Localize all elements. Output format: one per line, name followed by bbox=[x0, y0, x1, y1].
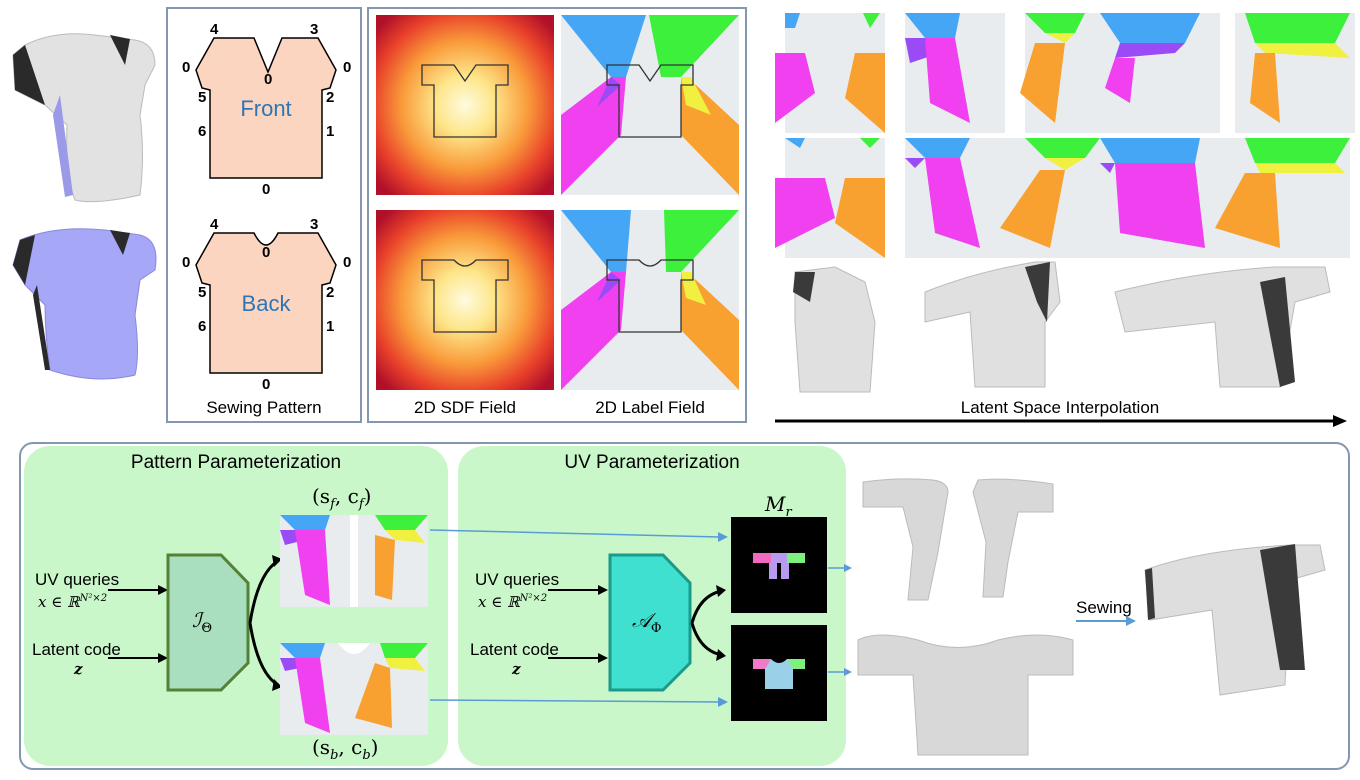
uv-queries-label-2: UV queries bbox=[475, 570, 560, 589]
svg-text:3: 3 bbox=[310, 21, 318, 38]
blue-arrows-to-mr bbox=[429, 529, 728, 707]
fields-panel bbox=[367, 7, 747, 423]
uv-queries-label-1: UV queries bbox=[35, 570, 120, 589]
label-field-front bbox=[561, 15, 739, 195]
uv-map-front bbox=[731, 517, 827, 613]
svg-text:2: 2 bbox=[326, 284, 334, 301]
interp-row-2 bbox=[775, 138, 1350, 258]
svg-text:5: 5 bbox=[198, 284, 206, 301]
latent-math-2: z bbox=[512, 660, 521, 678]
uv-network-label: 𝒜Φ bbox=[632, 608, 662, 636]
latent-code-label-1: Latent code bbox=[32, 640, 121, 659]
pattern-network-label: ℐΘ bbox=[192, 608, 213, 636]
sewing-pattern-caption: Sewing Pattern bbox=[206, 398, 322, 417]
sewing-label: Sewing bbox=[1076, 598, 1132, 617]
latent-math-1: z bbox=[74, 660, 83, 678]
svg-text:1: 1 bbox=[326, 123, 334, 140]
svg-text:0: 0 bbox=[182, 59, 190, 76]
interp-arrow bbox=[775, 415, 1347, 427]
label-field-back bbox=[561, 210, 739, 390]
svg-text:0: 0 bbox=[264, 71, 272, 88]
svg-text:0: 0 bbox=[262, 244, 270, 261]
back-output-label: (sb, cb) bbox=[312, 735, 379, 763]
front-pattern: Front 4 3 0 0 0 5 2 6 1 0 bbox=[182, 21, 351, 198]
front-output-patterns bbox=[280, 515, 428, 607]
sewing-arrow bbox=[1076, 616, 1136, 626]
interp-caption: Latent Space Interpolation bbox=[960, 398, 1160, 417]
front-output-label: (sf, cf) bbox=[312, 484, 372, 512]
svg-text:0: 0 bbox=[262, 181, 270, 198]
back-label: Back bbox=[242, 291, 292, 316]
mr-to-mesh-arrows bbox=[828, 564, 852, 676]
interp-garments bbox=[793, 261, 1331, 393]
uv-map-back bbox=[731, 625, 827, 721]
body-mesh bbox=[857, 634, 1074, 756]
back-output-patterns bbox=[280, 643, 428, 735]
svg-text:4: 4 bbox=[210, 216, 219, 233]
svg-text:3: 3 bbox=[310, 216, 318, 233]
interp-row-1 bbox=[775, 13, 1355, 133]
svg-text:1: 1 bbox=[326, 318, 334, 335]
svg-text:0: 0 bbox=[343, 59, 351, 76]
svg-text:0: 0 bbox=[262, 376, 270, 393]
sdf-field-caption: 2D SDF Field bbox=[413, 398, 517, 417]
back-pattern: Back 4 3 0 0 0 5 2 6 1 0 bbox=[182, 216, 351, 393]
label-field-caption: 2D Label Field bbox=[595, 398, 705, 417]
mr-label: Mr bbox=[765, 492, 792, 520]
svg-text:0: 0 bbox=[343, 254, 351, 271]
sewing-pattern-panel bbox=[166, 7, 362, 423]
uv-queries-math-2: x ∈ ℝN²×2 bbox=[478, 593, 548, 611]
uv-queries-math-1: x ∈ ℝN²×2 bbox=[38, 593, 108, 611]
svg-text:4: 4 bbox=[210, 21, 219, 38]
pattern-param-title: Pattern Parameterization bbox=[130, 452, 342, 473]
sewn-garment bbox=[1144, 544, 1326, 696]
pipeline-panel bbox=[19, 442, 1350, 770]
front-label: Front bbox=[240, 96, 291, 121]
svg-text:0: 0 bbox=[182, 254, 190, 271]
svg-text:5: 5 bbox=[198, 89, 206, 106]
input-arrows-1 bbox=[108, 585, 168, 663]
input-arrows-2 bbox=[548, 585, 608, 663]
garment-back-3d bbox=[12, 228, 157, 380]
garment-front-3d bbox=[12, 33, 156, 203]
sdf-field-back bbox=[376, 210, 554, 390]
svg-text:2: 2 bbox=[326, 89, 334, 106]
pattern-output-arrows bbox=[248, 555, 282, 691]
pattern-network[interactable] bbox=[166, 553, 256, 693]
svg-text:6: 6 bbox=[198, 123, 206, 140]
uv-param-title: UV Parameterization bbox=[564, 452, 740, 473]
svg-text:6: 6 bbox=[198, 318, 206, 335]
latent-code-label-2: Latent code bbox=[470, 640, 559, 659]
uv-network[interactable] bbox=[608, 553, 698, 693]
uv-output-arrows bbox=[690, 585, 726, 661]
sleeve-meshes bbox=[862, 478, 1054, 601]
sdf-field-front bbox=[376, 15, 554, 195]
